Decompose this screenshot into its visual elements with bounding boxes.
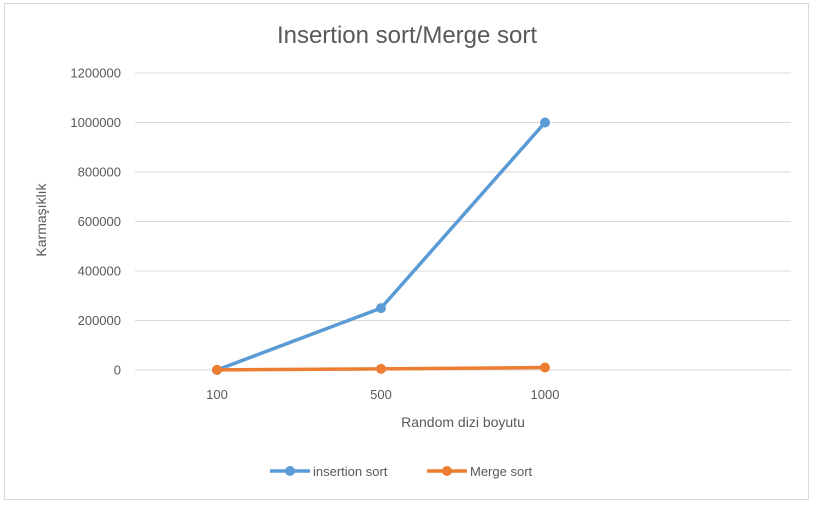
data-point-merge-sort <box>212 364 222 375</box>
gridlines <box>135 72 791 371</box>
x-tick-label: 1000 <box>531 387 560 402</box>
y-tick-label: 800000 <box>78 165 121 180</box>
y-tick-label: 200000 <box>78 313 121 328</box>
series-layer <box>212 117 550 375</box>
data-point-insertion-sort <box>376 303 386 314</box>
x-axis-title: Random dizi boyutu <box>401 414 525 430</box>
data-point-merge-sort <box>540 362 550 373</box>
legend-label-merge-sort: Merge sort <box>470 464 533 479</box>
legend-marker-insertion-sort <box>285 466 295 476</box>
x-tick-label: 500 <box>370 387 392 402</box>
series-line-insertion-sort <box>215 120 547 372</box>
y-tick-label: 1000000 <box>70 115 121 130</box>
data-point-merge-sort <box>376 363 386 374</box>
y-tick-label: 0 <box>114 363 121 378</box>
x-tick-labels: 100 500 1000 <box>206 387 559 402</box>
data-point-insertion-sort <box>540 117 550 128</box>
y-tick-label: 600000 <box>78 214 121 229</box>
x-tick-label: 100 <box>206 387 228 402</box>
y-tick-label: 400000 <box>78 264 121 279</box>
y-tick-labels: 0 200000 400000 600000 800000 1000000 1200000 <box>70 66 121 378</box>
y-axis-title: Karmaşıklık <box>33 182 49 256</box>
y-tick-label: 1200000 <box>70 66 121 81</box>
legend: insertion sort Merge sort <box>270 464 533 479</box>
chart-frame <box>4 3 809 500</box>
chart-title: Insertion sort/Merge sort <box>277 22 537 49</box>
legend-label-insertion-sort: insertion sort <box>313 464 388 479</box>
legend-marker-merge-sort <box>442 466 452 476</box>
